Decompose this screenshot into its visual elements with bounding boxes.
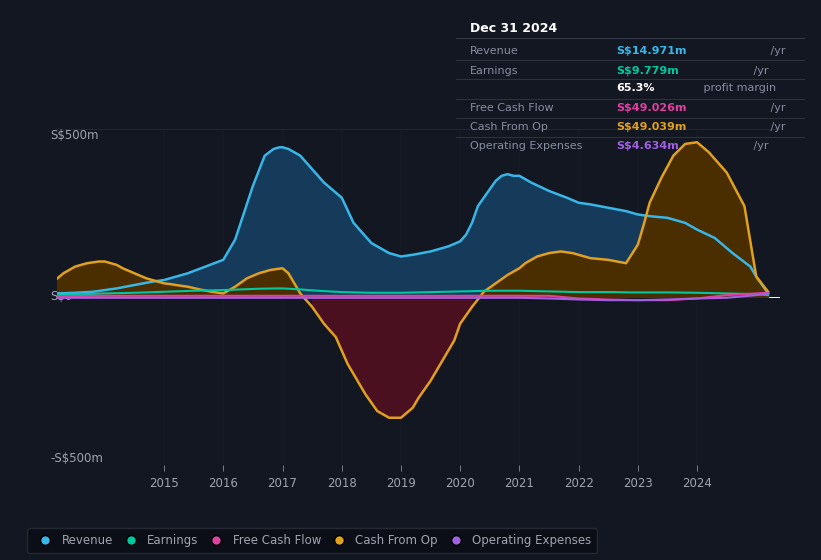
Text: S$4.634m: S$4.634m	[616, 141, 679, 151]
Text: 65.3%: 65.3%	[616, 83, 654, 94]
Text: -S$500m: -S$500m	[50, 452, 103, 465]
Text: /yr: /yr	[767, 102, 786, 113]
Text: Operating Expenses: Operating Expenses	[470, 141, 582, 151]
Text: profit margin: profit margin	[699, 83, 776, 94]
Text: S$0: S$0	[50, 290, 72, 304]
Text: S$14.971m: S$14.971m	[616, 46, 686, 56]
Text: S$9.779m: S$9.779m	[616, 66, 679, 76]
Text: S$49.039m: S$49.039m	[616, 122, 686, 132]
Legend: Revenue, Earnings, Free Cash Flow, Cash From Op, Operating Expenses: Revenue, Earnings, Free Cash Flow, Cash …	[27, 528, 597, 553]
Text: Cash From Op: Cash From Op	[470, 122, 548, 132]
Text: /yr: /yr	[767, 46, 786, 56]
Text: S$49.026m: S$49.026m	[616, 102, 686, 113]
Text: S$500m: S$500m	[50, 129, 99, 142]
Text: /yr: /yr	[767, 122, 786, 132]
Text: Earnings: Earnings	[470, 66, 518, 76]
Text: Dec 31 2024: Dec 31 2024	[470, 22, 557, 35]
Text: Revenue: Revenue	[470, 46, 518, 56]
Text: /yr: /yr	[750, 141, 768, 151]
Text: /yr: /yr	[750, 66, 768, 76]
Text: Free Cash Flow: Free Cash Flow	[470, 102, 553, 113]
